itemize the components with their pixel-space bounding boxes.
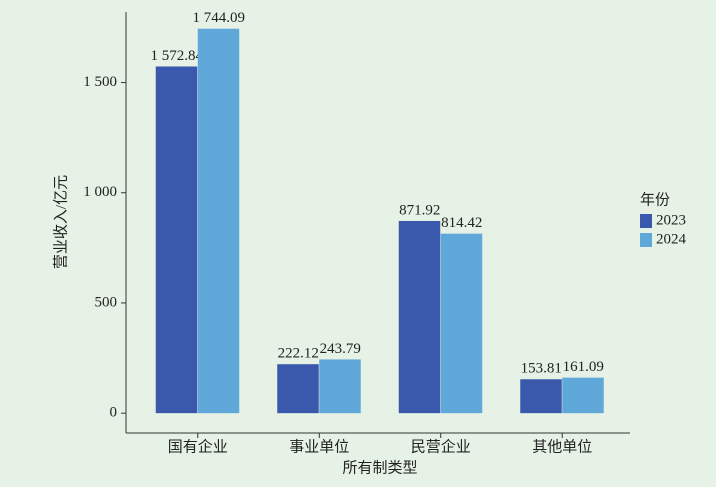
x-tick-label: 事业单位: [289, 438, 349, 455]
legend-label: 2023: [656, 212, 686, 228]
value-label: 153.81: [521, 361, 562, 377]
y-tick-label: 500: [95, 294, 118, 310]
value-label: 1 572.84: [151, 48, 204, 64]
value-label: 222.12: [278, 346, 319, 362]
bar: [319, 359, 361, 414]
bar: [197, 28, 240, 414]
bar: [562, 377, 604, 414]
value-label: 871.92: [399, 202, 440, 218]
value-label: 1 744.09: [193, 10, 246, 26]
x-tick-label: 民营企业: [411, 437, 471, 455]
x-tick-label: 其他单位: [532, 438, 592, 455]
bar: [398, 220, 441, 414]
bar: [277, 364, 319, 414]
legend-swatch: [640, 214, 652, 228]
y-axis-label: 营业收入/亿元: [52, 175, 69, 269]
y-tick-label: 1 500: [83, 74, 117, 90]
value-label: 243.79: [320, 341, 361, 357]
y-tick-label: 0: [110, 405, 118, 421]
legend-swatch: [640, 233, 652, 247]
value-label: 161.09: [563, 359, 604, 375]
bar: [155, 66, 198, 414]
value-label: 814.42: [441, 215, 482, 231]
x-axis-label: 所有制类型: [342, 459, 417, 476]
bar: [440, 233, 483, 414]
bar: [520, 379, 562, 414]
y-tick-label: 1 000: [83, 184, 117, 200]
legend-title: 年份: [640, 191, 670, 208]
x-tick-label: 国有企业: [168, 437, 228, 455]
legend-label: 2024: [656, 231, 687, 247]
